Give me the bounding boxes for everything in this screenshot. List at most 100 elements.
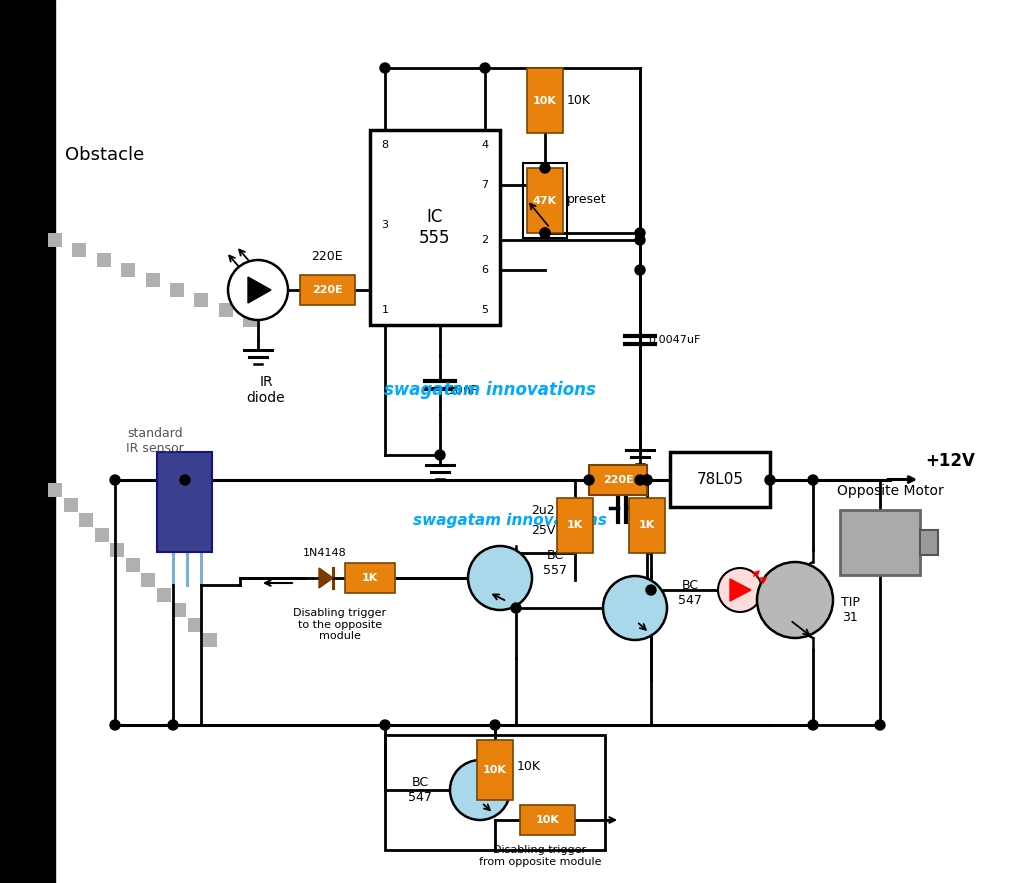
Text: BC
557: BC 557: [543, 549, 567, 577]
Polygon shape: [248, 277, 271, 303]
Bar: [345, 563, 395, 593]
Text: 1K: 1K: [567, 520, 583, 531]
Circle shape: [642, 475, 652, 485]
Bar: [629, 498, 665, 553]
Text: IR
diode: IR diode: [247, 375, 286, 405]
Text: 6: 6: [481, 265, 488, 275]
Bar: [300, 275, 355, 305]
Circle shape: [584, 475, 594, 485]
Circle shape: [642, 475, 652, 485]
Text: 10K: 10K: [534, 95, 557, 105]
Bar: [187, 618, 202, 632]
Bar: [48, 483, 62, 497]
Bar: [920, 530, 938, 555]
Circle shape: [180, 475, 190, 485]
Circle shape: [110, 720, 120, 730]
Bar: [0, 0, 55, 883]
Bar: [523, 163, 567, 238]
Circle shape: [874, 720, 885, 730]
Text: standard
IR sensor: standard IR sensor: [126, 427, 184, 455]
Text: 4: 4: [481, 140, 488, 150]
Text: Disabling trigger
to the opposite
module: Disabling trigger to the opposite module: [294, 608, 387, 641]
Bar: [170, 283, 184, 297]
Bar: [589, 465, 647, 495]
Circle shape: [110, 475, 120, 485]
Text: Opposite Motor: Opposite Motor: [837, 484, 943, 498]
Text: 10K: 10K: [567, 94, 591, 107]
Text: 10nF: 10nF: [449, 383, 479, 396]
Bar: [141, 573, 155, 587]
Bar: [527, 68, 563, 133]
Text: 2u2: 2u2: [531, 503, 555, 517]
Text: Obstacle: Obstacle: [65, 146, 144, 164]
Bar: [203, 633, 217, 647]
Circle shape: [635, 228, 645, 238]
Text: 1: 1: [382, 305, 388, 315]
Bar: [94, 528, 109, 542]
Text: 10K: 10K: [536, 815, 559, 825]
Bar: [157, 588, 171, 602]
Text: 220E: 220E: [312, 285, 343, 295]
Bar: [477, 740, 513, 800]
Bar: [243, 313, 257, 327]
Circle shape: [228, 260, 288, 320]
Bar: [527, 168, 563, 233]
Text: 5: 5: [481, 305, 488, 315]
Text: 10K: 10K: [517, 760, 541, 774]
Circle shape: [480, 63, 490, 73]
Circle shape: [380, 63, 390, 73]
Circle shape: [635, 235, 645, 245]
Circle shape: [168, 720, 178, 730]
Circle shape: [635, 265, 645, 275]
Text: 78L05: 78L05: [696, 472, 743, 487]
Text: Disabling trigger
from opposite module: Disabling trigger from opposite module: [479, 845, 601, 866]
Text: 1K: 1K: [361, 573, 378, 583]
Bar: [110, 543, 124, 557]
Circle shape: [718, 568, 762, 612]
Text: 10K: 10K: [483, 765, 507, 775]
Bar: [520, 805, 575, 835]
Text: 2: 2: [481, 235, 488, 245]
Bar: [96, 253, 111, 267]
Polygon shape: [319, 568, 333, 588]
Bar: [219, 303, 232, 317]
Text: IC
555: IC 555: [419, 208, 451, 247]
Text: TIP
31: TIP 31: [841, 596, 859, 624]
Bar: [385, 735, 605, 850]
Text: BC
547: BC 547: [408, 776, 432, 804]
Bar: [121, 263, 135, 277]
Circle shape: [540, 228, 550, 238]
Bar: [157, 452, 212, 552]
Circle shape: [765, 475, 775, 485]
Text: swagatam innovations: swagatam innovations: [384, 381, 596, 399]
Circle shape: [435, 450, 445, 460]
Text: 1K: 1K: [639, 520, 655, 531]
Circle shape: [468, 546, 532, 610]
Bar: [670, 452, 770, 507]
Bar: [370, 130, 500, 325]
Circle shape: [490, 720, 500, 730]
Bar: [557, 498, 593, 553]
Circle shape: [635, 475, 645, 485]
Bar: [126, 558, 139, 572]
Text: BC
547: BC 547: [678, 579, 701, 607]
Circle shape: [757, 562, 833, 638]
Text: 0.0047uF: 0.0047uF: [648, 335, 700, 345]
Circle shape: [380, 720, 390, 730]
Text: preset: preset: [567, 193, 606, 207]
Circle shape: [808, 475, 818, 485]
Circle shape: [450, 760, 510, 820]
Circle shape: [603, 576, 667, 640]
Polygon shape: [730, 579, 751, 601]
Bar: [145, 273, 160, 287]
Bar: [79, 513, 93, 527]
Circle shape: [540, 228, 550, 238]
Text: 220E: 220E: [311, 250, 343, 263]
Text: 25V: 25V: [530, 524, 555, 537]
Bar: [195, 293, 208, 307]
Circle shape: [808, 720, 818, 730]
Circle shape: [540, 163, 550, 173]
Text: 3: 3: [382, 220, 388, 230]
Bar: [840, 510, 920, 575]
Text: 1N4148: 1N4148: [303, 548, 347, 558]
